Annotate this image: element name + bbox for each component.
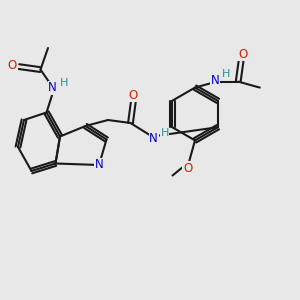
Text: N: N [211,74,220,87]
Text: O: O [129,88,138,102]
Text: N: N [149,131,158,145]
Text: H: H [222,69,230,79]
Text: N: N [94,158,103,172]
Text: H: H [60,77,69,88]
Text: N: N [48,81,57,94]
Text: O: O [8,58,17,72]
Text: H: H [160,128,169,138]
Text: O: O [183,161,192,175]
Text: O: O [238,47,247,61]
